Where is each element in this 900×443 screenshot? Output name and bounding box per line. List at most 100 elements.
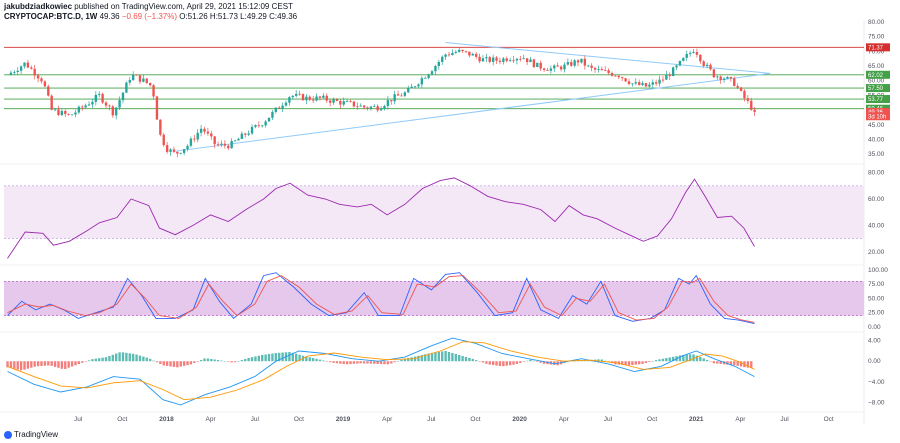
candle-body (644, 83, 648, 87)
macd-histogram-bar (430, 352, 434, 362)
macd-histogram-bar (23, 361, 26, 370)
price-tick-label: 75.00 (868, 34, 885, 41)
macd-histogram-bar (403, 358, 407, 362)
macd-histogram-bar (244, 358, 247, 362)
candle-body (67, 113, 70, 115)
macd-histogram-bar (115, 353, 118, 362)
macd-histogram-bar (746, 361, 750, 368)
candle-body (451, 52, 454, 56)
macd-histogram-bar (206, 358, 210, 362)
candle-body (373, 106, 376, 107)
macd-histogram-bar (9, 361, 13, 369)
macd-histogram-bar (600, 359, 604, 362)
candle-body (101, 93, 104, 103)
macd-histogram-bar (305, 356, 308, 362)
candle-body (325, 95, 328, 101)
date-tick-label: Jul (780, 416, 789, 423)
candle-body (454, 51, 457, 53)
macd-histogram-bar (311, 358, 315, 362)
macd-histogram-bar (352, 361, 356, 364)
macd-histogram-bar (539, 361, 542, 363)
date-tick-label: Jul (604, 416, 613, 423)
macd-histogram-bar (444, 351, 447, 362)
macd-histogram-bar (362, 361, 366, 364)
candle-body (352, 101, 356, 107)
candle-body (403, 92, 407, 96)
macd-histogram-bar (345, 361, 349, 365)
date-tick-label: Jul (427, 416, 436, 423)
macd-histogram-bar (685, 354, 688, 362)
macd-histogram-bar (216, 360, 220, 362)
candle-body (267, 117, 271, 122)
candle-body (468, 51, 471, 56)
stoch-tick-label: 100.00 (868, 267, 888, 274)
brand: TradingView (14, 430, 59, 439)
stoch-tick-label: 50.00 (868, 295, 885, 302)
macd-histogram-bar (13, 361, 16, 369)
candle-body (230, 140, 233, 149)
candle-body (508, 60, 512, 61)
price-label-text: 57.50 (868, 86, 884, 92)
macd-histogram-bar (60, 361, 64, 369)
candle-body (23, 62, 26, 67)
macd-histogram-bar (474, 360, 478, 362)
macd-histogram-bar (247, 357, 250, 362)
macd-histogram-bar (525, 360, 529, 362)
macd-histogram-bar (716, 361, 719, 364)
candle-body (366, 107, 369, 109)
tradingview-logo-icon (4, 430, 12, 439)
candle-body (135, 74, 138, 76)
price-label-tag (866, 70, 890, 79)
candle-body (536, 62, 539, 68)
candle-body (182, 149, 186, 153)
macd-histogram-bar (70, 361, 74, 367)
candle-body (474, 53, 478, 57)
macd-histogram-bar (271, 353, 274, 362)
macd-histogram-bar (631, 361, 634, 365)
date-tick-label: 2021 (689, 416, 704, 423)
macd-histogram-bar (390, 361, 393, 364)
macd-histogram-bar (328, 361, 332, 363)
macd-histogram-bar (464, 356, 468, 362)
candle-body (583, 58, 587, 66)
candle-body (658, 79, 661, 84)
stoch-d-line (7, 275, 755, 323)
candle-body (495, 57, 498, 61)
candle-body (94, 94, 98, 102)
candle-body (237, 138, 240, 141)
candle-body (665, 74, 668, 80)
macd-histogram-bar (223, 361, 227, 362)
candle-body (70, 114, 74, 116)
candle-body (257, 125, 261, 126)
macd-histogram-bar (264, 354, 267, 362)
candle-body (607, 70, 610, 73)
candle-body (614, 75, 617, 77)
macd-histogram-bar (91, 359, 94, 362)
rsi-band (4, 185, 864, 239)
macd-histogram-bar (47, 361, 50, 366)
candle-body (580, 58, 583, 63)
macd-histogram-bar (33, 361, 36, 367)
candle-body (386, 100, 390, 106)
macd-histogram-bar (227, 361, 230, 362)
macd-tick-label: −4.00 (868, 379, 885, 386)
rsi-tick-label: 60.00 (868, 196, 885, 203)
date-tick-label: 2019 (336, 416, 351, 423)
candle-body (678, 60, 682, 66)
macd-histogram-bar (485, 361, 488, 364)
macd-histogram-bar (424, 354, 427, 362)
rsi-tick-label: 20.00 (868, 249, 885, 256)
price-tick-label: 35.00 (868, 151, 885, 158)
macd-histogram-bar (81, 361, 84, 363)
candle-body (515, 58, 519, 61)
candle-body (84, 105, 87, 108)
symbol: CRYPTOCAP:BTC.D, 1W (4, 12, 98, 21)
macd-histogram-bar (26, 361, 30, 369)
macd-histogram-bar (437, 351, 441, 362)
candle-body (13, 71, 16, 73)
candle-body (233, 140, 237, 142)
candle-body (16, 70, 19, 72)
candle-body (716, 76, 719, 78)
macd-histogram-bar (447, 351, 451, 362)
